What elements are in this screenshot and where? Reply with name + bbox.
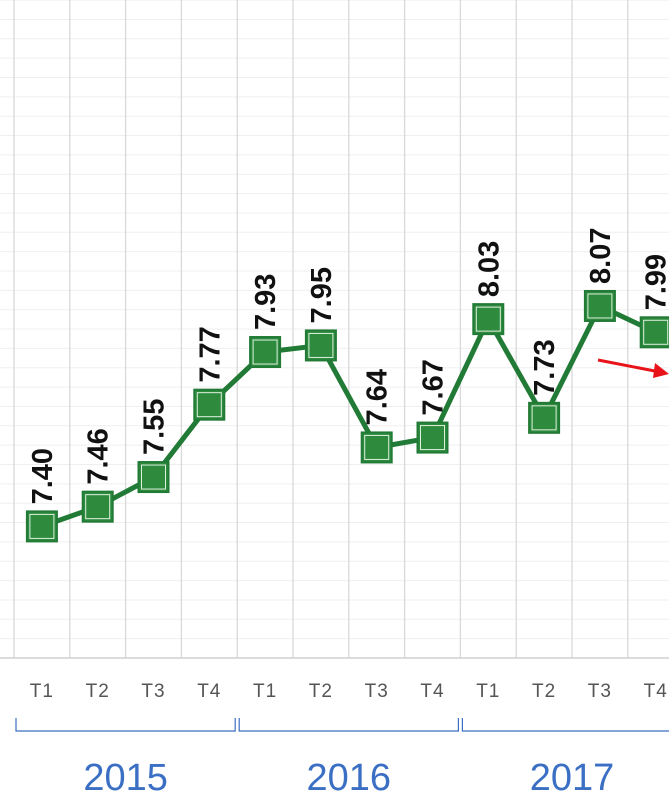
marker [304,329,337,362]
group-label: 2016 [307,757,392,794]
marker [25,510,58,543]
data-label: 7.93 [250,274,282,330]
x-tick-label: T2 [532,681,556,702]
marker [583,289,616,322]
group-bracket [15,718,236,732]
x-tick-label: T4 [197,681,221,702]
x-tick-label: T2 [309,681,333,702]
marker [249,336,282,369]
grid [0,0,669,659]
x-tick-label: T4 [644,681,668,702]
marker-inner [531,405,557,431]
marker-inner [308,332,334,358]
marker [81,490,114,523]
plot: 7.40 7.46 7.55 7.77 7.93 7.95 7.64 7.67 8.03 7.73… [25,228,669,543]
x-tick-label: T3 [141,681,165,702]
marker-inner [252,339,278,365]
marker [137,461,170,494]
group-bracket [461,718,669,732]
data-label: 7.55 [139,399,171,455]
data-label: 8.03 [473,241,505,297]
marker-inner [85,494,111,520]
x-tick-label: T1 [253,681,277,702]
marker-inner [196,392,222,418]
data-label: 7.73 [529,339,561,395]
marker [193,388,226,421]
data-label: 7.46 [83,428,115,484]
marker [416,421,449,454]
arrow-head [653,363,669,378]
marker-inner [29,513,55,539]
x-tick-label: T2 [86,681,110,702]
data-label: 7.67 [418,359,450,415]
data-label: 7.77 [194,326,226,382]
data-label: 7.95 [306,267,338,323]
marker-inner [364,434,390,460]
x-tick-label: T3 [588,681,612,702]
x-tick-label: T1 [476,681,500,702]
marker [639,316,669,349]
x-tick-label: T1 [30,681,54,702]
group-bracket [238,718,459,732]
x-tick-label: T3 [365,681,389,702]
marker [528,401,561,434]
marker-inner [643,319,669,345]
group-label: 2015 [83,757,168,794]
marker-inner [420,425,445,451]
marker-inner [475,306,501,332]
data-label: 8.07 [585,228,617,284]
group-label: 2017 [530,757,615,794]
marker [472,303,505,336]
data-label: 7.64 [362,369,394,425]
marker-inner [587,293,613,319]
x-tick-label: T4 [420,681,444,702]
data-label: 7.99 [641,254,669,310]
marker [360,431,393,464]
marker-inner [141,464,166,490]
annotation-arrow [597,358,661,374]
data-label: 7.40 [27,448,59,504]
